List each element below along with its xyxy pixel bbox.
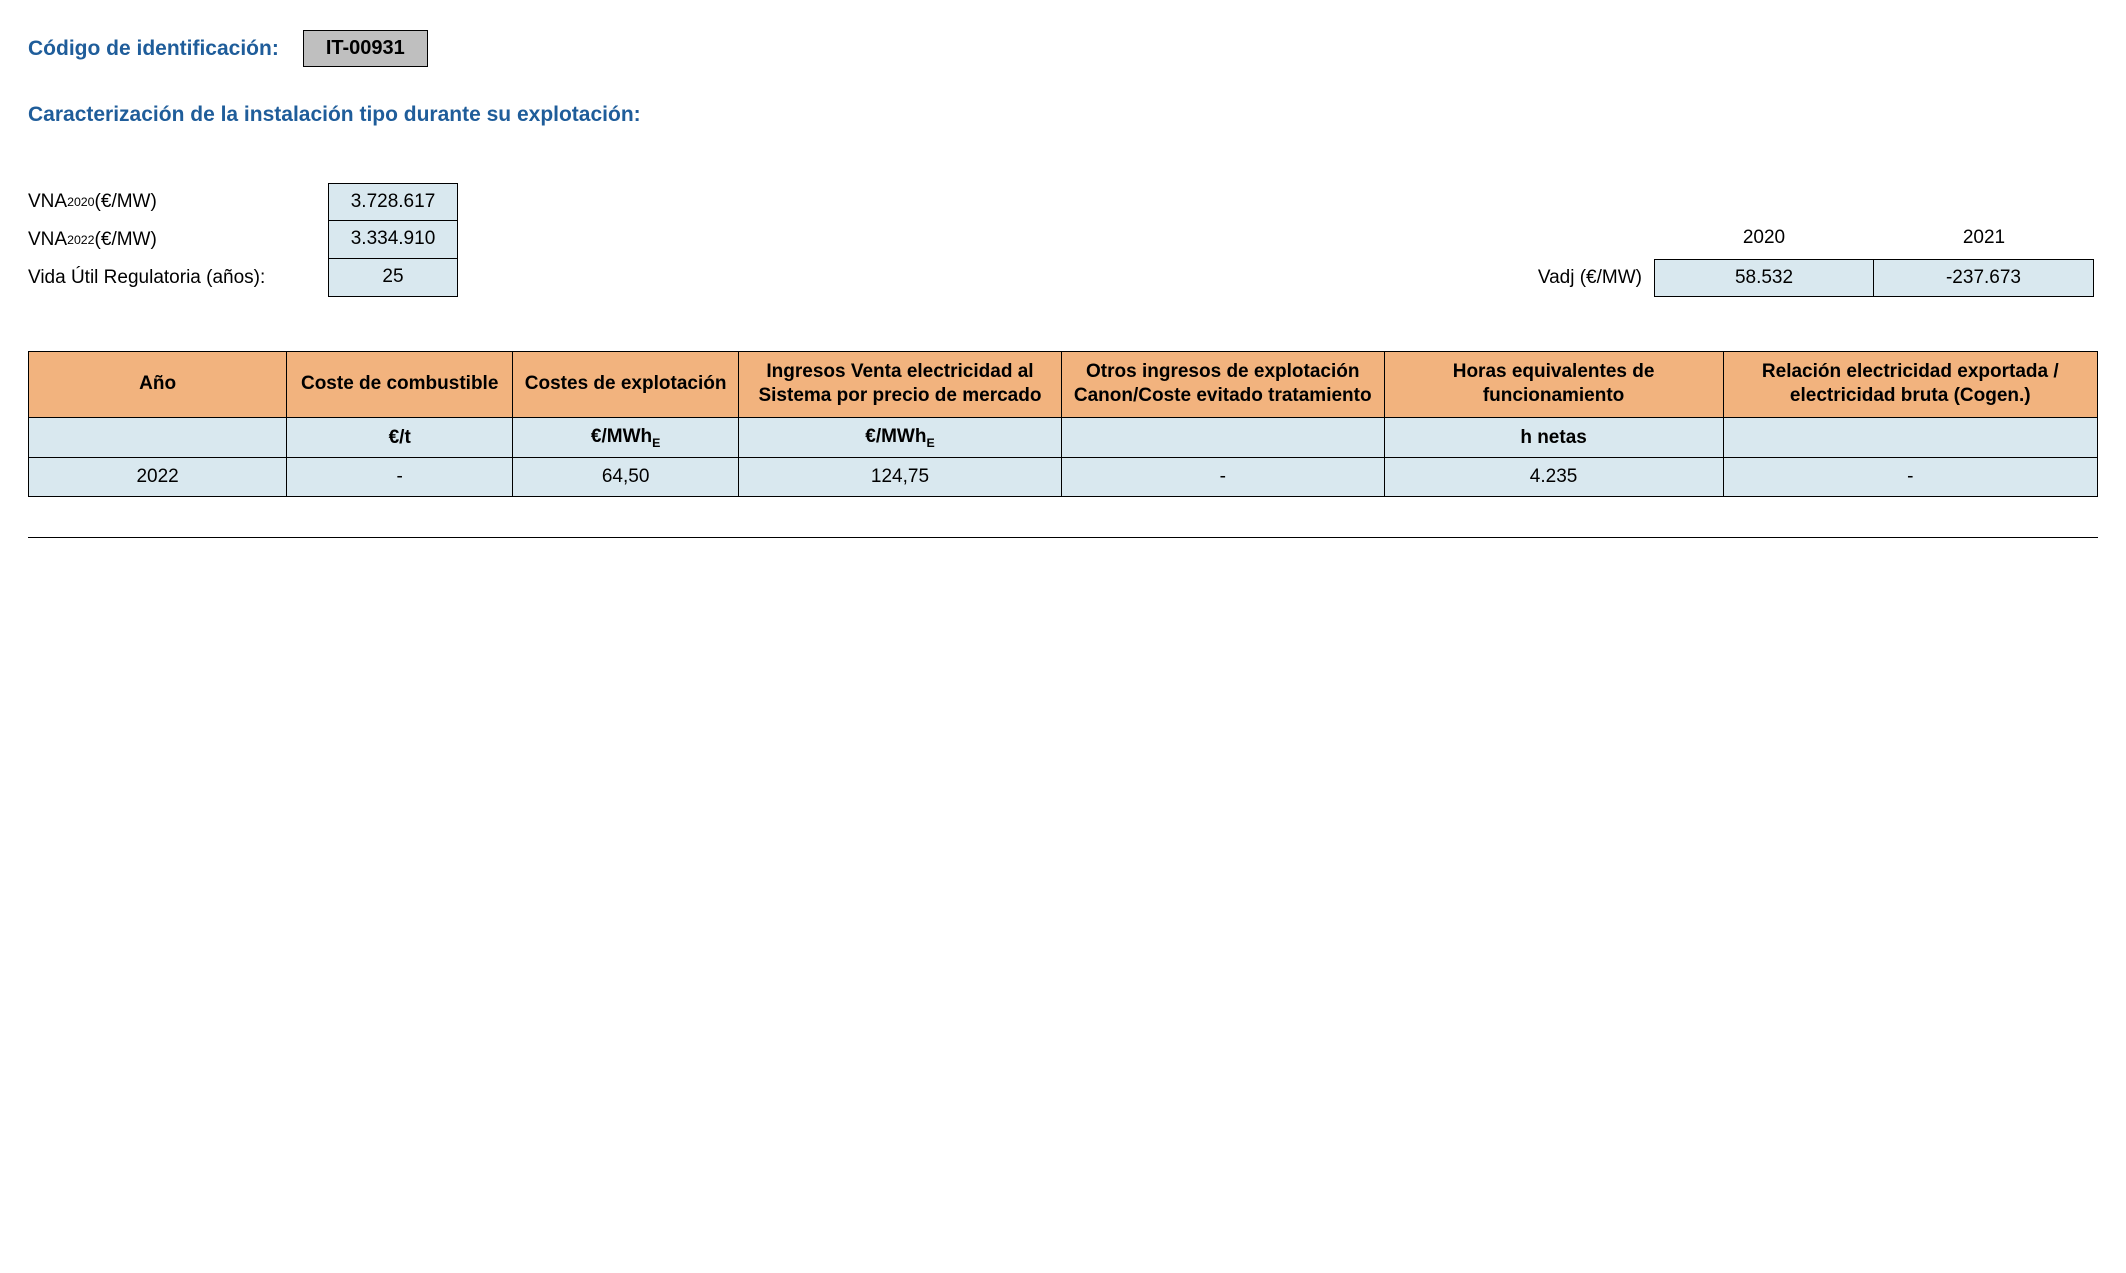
vna-label: VNA2022 (€/MW) [28,221,328,259]
code-label: Código de identificación: [28,37,279,61]
table-unit: h netas [1384,417,1723,458]
vna-value: 3.728.617 [328,183,458,221]
table-header: Coste de combustible [287,352,513,418]
vna-value: 3.334.910 [328,221,458,259]
table-header: Relación electricidad exportada / electr… [1723,352,2097,418]
table-unit [1061,417,1384,458]
vadj-year: 2021 [1874,221,2094,259]
table-unit [1723,417,2097,458]
header-row: Código de identificación: IT-00931 [28,30,2098,67]
section-title: Caracterización de la instalación tipo d… [28,103,2098,127]
code-value: IT-00931 [303,30,428,67]
table-cell: 4.235 [1384,458,1723,497]
table-cell: 64,50 [513,458,739,497]
vna-value: 25 [328,259,458,297]
table-unit: €/t [287,417,513,458]
table-cell: - [1723,458,2097,497]
params-block: VNA2020 (€/MW) 3.728.617 VNA2022 (€/MW) … [28,183,2098,297]
table-unit: €/MWhE [513,417,739,458]
table-header-row: Año Coste de combustible Costes de explo… [29,352,2098,418]
table-header: Horas equivalentes de funcionamiento [1384,352,1723,418]
table-header: Ingresos Venta electricidad al Sistema p… [739,352,1062,418]
section-divider [28,537,2098,538]
table-cell: - [287,458,513,497]
table-units-row: €/t €/MWhE €/MWhE h netas [29,417,2098,458]
vadj-value: -237.673 [1874,259,2094,297]
table-unit [29,417,287,458]
exploitation-table: Año Coste de combustible Costes de explo… [28,351,2098,497]
table-unit: €/MWhE [739,417,1062,458]
vadj-year: 2020 [1654,221,1874,259]
table-row: 2022 - 64,50 124,75 - 4.235 - [29,458,2098,497]
table-header: Año [29,352,287,418]
vna-label: Vida Útil Regulatoria (años): [28,259,328,297]
table-header: Costes de explotación [513,352,739,418]
vadj-block: 2020 2021 Vadj (€/MW) 58.532 -237.673 [1504,221,2094,297]
vna-label: VNA2020 (€/MW) [28,183,328,221]
table-cell: - [1061,458,1384,497]
table-header: Otros ingresos de explotación Canon/Cost… [1061,352,1384,418]
vna-block: VNA2020 (€/MW) 3.728.617 VNA2022 (€/MW) … [28,183,458,297]
table-cell: 124,75 [739,458,1062,497]
table-cell: 2022 [29,458,287,497]
vadj-value: 58.532 [1654,259,1874,297]
vadj-label: Vadj (€/MW) [1504,259,1654,297]
